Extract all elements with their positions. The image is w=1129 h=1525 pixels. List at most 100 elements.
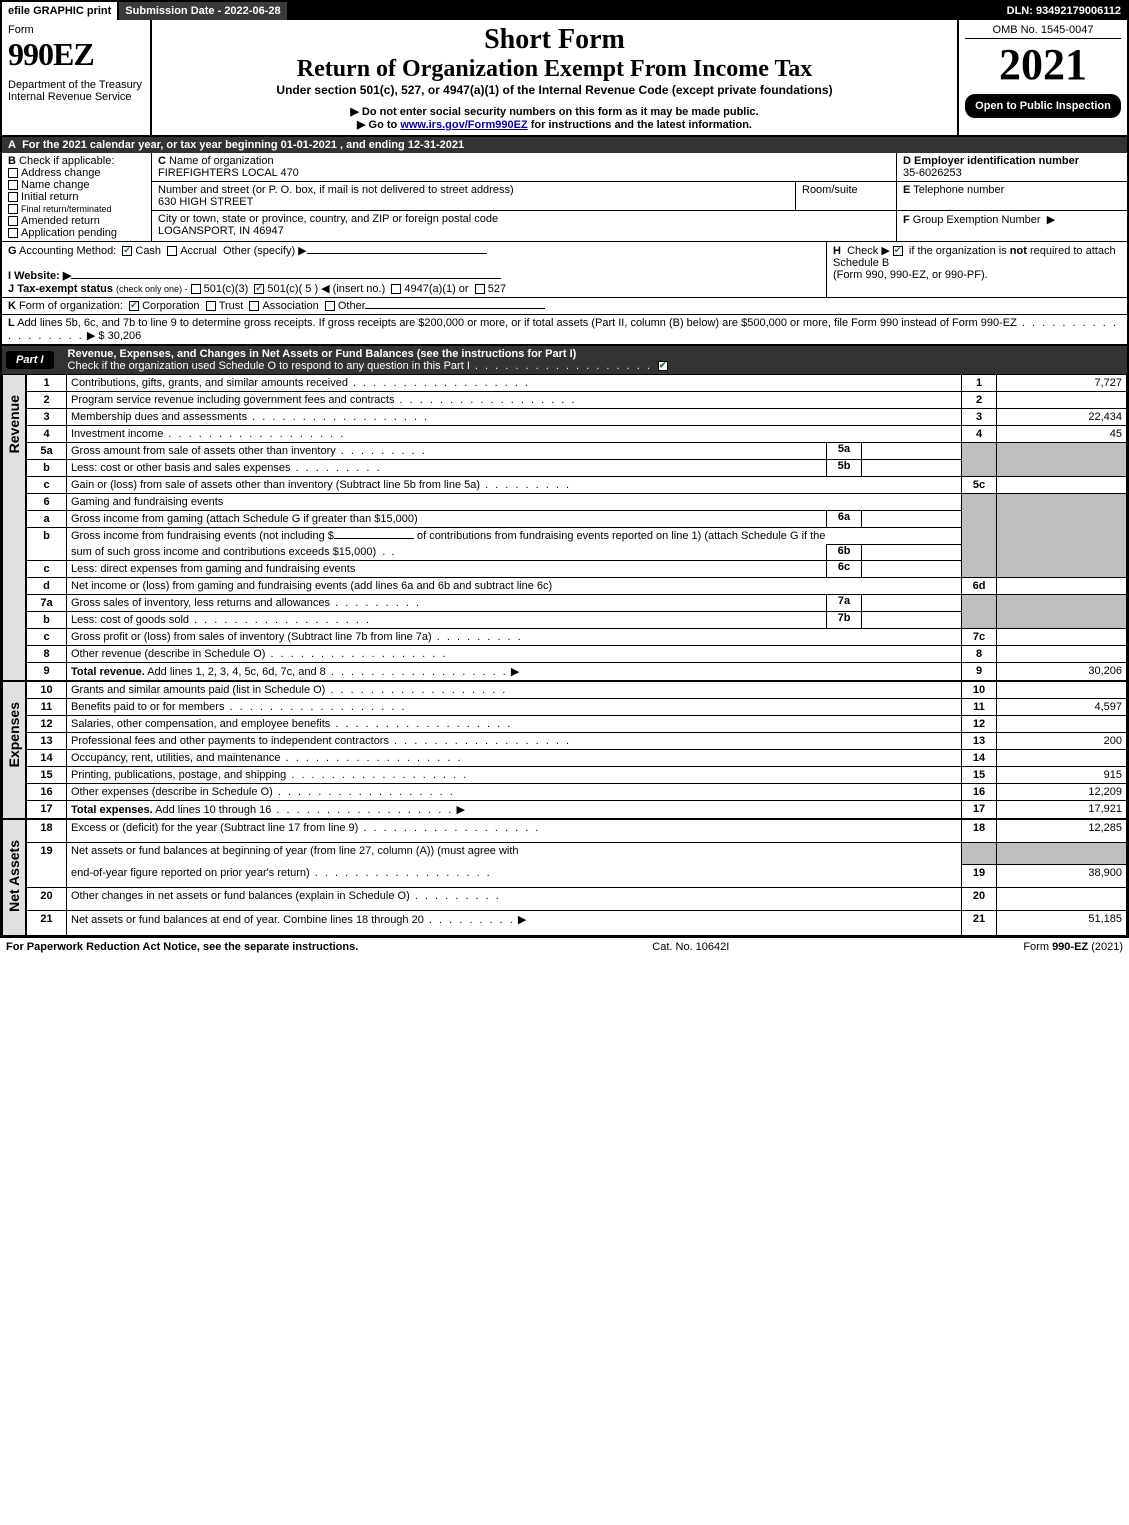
line-13-num: 13 xyxy=(27,733,67,750)
checkbox-address-change[interactable] xyxy=(8,168,18,178)
line-6a-num: a xyxy=(27,511,67,528)
line-7a-num: 7a xyxy=(27,595,67,612)
f-label: Group Exemption Number xyxy=(913,214,1041,226)
line-17-ref: 17 xyxy=(962,801,997,819)
line-20-num: 20 xyxy=(27,888,67,911)
line-7b-desc: Less: cost of goods sold xyxy=(71,614,189,626)
open-public-inspection: Open to Public Inspection xyxy=(965,94,1121,118)
line-6-desc: Gaming and fundraising events xyxy=(67,494,962,511)
line-18-ref: 18 xyxy=(962,820,997,843)
j-label: Tax-exempt status xyxy=(17,283,113,295)
line-1-value: 7,727 xyxy=(997,375,1127,392)
line-6d-ref: 6d xyxy=(962,578,997,595)
part-1-label: Part I xyxy=(6,351,54,369)
l-text: Add lines 5b, 6c, and 7b to line 9 to de… xyxy=(17,317,1017,329)
opt-corporation: Corporation xyxy=(142,300,199,312)
line-16-desc: Other expenses (describe in Schedule O) xyxy=(71,786,273,798)
line-16-ref: 16 xyxy=(962,784,997,801)
line-8-desc: Other revenue (describe in Schedule O) xyxy=(71,648,265,660)
checkbox-name-change[interactable] xyxy=(8,180,18,190)
line-6b-num: b xyxy=(27,528,67,561)
warning-1: ▶ Do not enter social security numbers o… xyxy=(158,105,951,118)
line-15-value: 915 xyxy=(997,767,1127,784)
line-7c-num: c xyxy=(27,629,67,646)
top-bar: efile GRAPHIC print Submission Date - 20… xyxy=(2,2,1127,20)
line-4-desc: Investment income xyxy=(71,428,163,440)
department: Department of the TreasuryInternal Reven… xyxy=(8,79,144,103)
revenue-section: Revenue 1Contributions, gifts, grants, a… xyxy=(2,374,1127,681)
line-15-desc: Printing, publications, postage, and shi… xyxy=(71,769,286,781)
opt-trust: Trust xyxy=(219,300,244,312)
line-9-value: 30,206 xyxy=(997,663,1127,681)
checkbox-trust[interactable] xyxy=(206,301,216,311)
checkbox-cash[interactable] xyxy=(122,246,132,256)
form-label: Form xyxy=(8,24,144,36)
checkbox-corporation[interactable] xyxy=(129,301,139,311)
checkbox-association[interactable] xyxy=(249,301,259,311)
opt-501c3: 501(c)(3) xyxy=(204,283,249,295)
opt-4947: 4947(a)(1) or xyxy=(404,283,468,295)
checkbox-application-pending[interactable] xyxy=(8,228,18,238)
part-1-title: Revenue, Expenses, and Changes in Net As… xyxy=(68,348,577,360)
line-1-num: 1 xyxy=(27,375,67,392)
efile-print-button[interactable]: efile GRAPHIC print xyxy=(2,2,119,20)
line-13-ref: 13 xyxy=(962,733,997,750)
footer-right: Form 990-EZ (2021) xyxy=(1023,941,1123,953)
line-1-ref: 1 xyxy=(962,375,997,392)
warning-2: ▶ Go to www.irs.gov/Form990EZ for instru… xyxy=(158,118,951,131)
netassets-side-label: Net Assets xyxy=(2,819,26,936)
g-label: Accounting Method: xyxy=(19,245,116,257)
sub-6c-value xyxy=(861,561,961,577)
line-11-ref: 11 xyxy=(962,699,997,716)
line-9-num: 9 xyxy=(27,663,67,681)
part-1-header: Part I Revenue, Expenses, and Changes in… xyxy=(2,346,1127,374)
opt-501c: 501(c)( 5 ) ◀ (insert no.) xyxy=(267,283,385,295)
line-2-desc: Program service revenue including govern… xyxy=(71,394,394,406)
line-10-num: 10 xyxy=(27,682,67,699)
section-a: A For the 2021 calendar year, or tax yea… xyxy=(2,137,1127,153)
line-7b-num: b xyxy=(27,612,67,629)
checkbox-other-org[interactable] xyxy=(325,301,335,311)
checkbox-accrual[interactable] xyxy=(167,246,177,256)
line-20-desc: Other changes in net assets or fund bala… xyxy=(71,890,410,902)
line-6d-desc: Net income or (loss) from gaming and fun… xyxy=(71,580,552,592)
line-10-value xyxy=(997,682,1127,699)
netassets-section: Net Assets 18Excess or (deficit) for the… xyxy=(2,819,1127,936)
line-21-ref: 21 xyxy=(962,911,997,935)
footer-left: For Paperwork Reduction Act Notice, see … xyxy=(6,941,358,953)
checkbox-4947[interactable] xyxy=(391,284,401,294)
opt-application-pending: Application pending xyxy=(21,227,117,239)
checkbox-527[interactable] xyxy=(475,284,485,294)
line-14-ref: 14 xyxy=(962,750,997,767)
irs-link[interactable]: www.irs.gov/Form990EZ xyxy=(400,119,527,131)
line-8-ref: 8 xyxy=(962,646,997,663)
opt-final-return: Final return/terminated xyxy=(21,204,112,214)
line-2-ref: 2 xyxy=(962,392,997,409)
line-6b-desc1: Gross income from fundraising events (no… xyxy=(71,530,334,542)
sub-5b-label: 5b xyxy=(826,460,861,476)
revenue-side-label: Revenue xyxy=(2,374,26,681)
line-11-num: 11 xyxy=(27,699,67,716)
checkbox-final-return[interactable] xyxy=(8,204,18,214)
checkbox-501c3[interactable] xyxy=(191,284,201,294)
opt-cash: Cash xyxy=(135,245,161,257)
h-text: Check ▶ xyxy=(847,245,890,257)
line-12-num: 12 xyxy=(27,716,67,733)
checkbox-amended-return[interactable] xyxy=(8,216,18,226)
return-title: Return of Organization Exempt From Incom… xyxy=(158,56,951,83)
checkbox-initial-return[interactable] xyxy=(8,192,18,202)
line-2-num: 2 xyxy=(27,392,67,409)
f-arrow: ▶ xyxy=(1047,214,1055,226)
line-20-value xyxy=(997,888,1127,911)
checkbox-501c[interactable] xyxy=(254,284,264,294)
line-5b-desc: Less: cost or other basis and sales expe… xyxy=(71,462,291,474)
form-container: efile GRAPHIC print Submission Date - 20… xyxy=(0,0,1129,938)
opt-other-org: Other xyxy=(338,300,366,312)
sub-5a-label: 5a xyxy=(826,443,861,459)
checkbox-schedule-o[interactable] xyxy=(658,361,668,371)
sub-5b-value xyxy=(861,460,961,476)
line-15-ref: 15 xyxy=(962,767,997,784)
k-label: Form of organization: xyxy=(19,300,123,312)
subtitle: Under section 501(c), 527, or 4947(a)(1)… xyxy=(158,83,951,97)
checkbox-schedule-b[interactable] xyxy=(893,246,903,256)
